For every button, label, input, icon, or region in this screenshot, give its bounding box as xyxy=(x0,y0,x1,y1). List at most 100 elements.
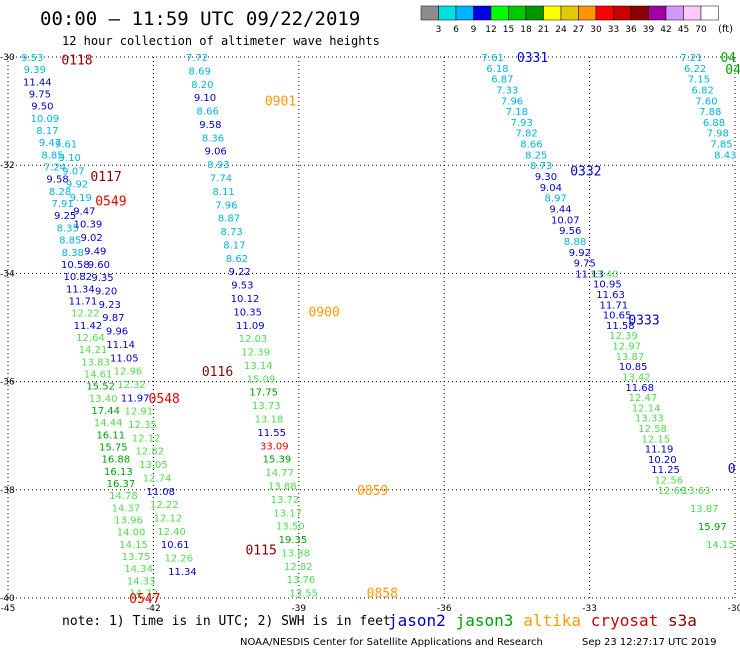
wave-height-value: 12.32 xyxy=(117,380,146,391)
wave-height-value: 12.35 xyxy=(128,420,157,431)
chart-title: 00:00 – 11:59 UTC 09/22/2019 xyxy=(40,8,360,30)
wave-height-value: 16.88 xyxy=(102,455,131,466)
wave-height-value: 9.87 xyxy=(102,313,124,324)
wave-height-value: 12.39 xyxy=(241,348,270,359)
wave-height-value: 8.35 xyxy=(57,223,79,234)
wave-height-values: 9.539.3911.449.759.5010.098.179.478.857.… xyxy=(21,53,736,600)
wave-height-value: 12.56 xyxy=(654,475,683,486)
wave-height-value: 11.71 xyxy=(69,296,98,307)
footer-note: note: 1) Time is in UTC; 2) SWH is in fe… xyxy=(62,614,391,629)
wave-height-value: 7.24 xyxy=(44,163,66,174)
colorbar-swatch xyxy=(700,5,719,21)
wave-height-value: 7.91 xyxy=(52,199,74,210)
colorbar-swatch xyxy=(455,5,474,21)
credit-line: NOAA/NESDIS Center for Satellite Applica… xyxy=(240,637,543,648)
x-tick-label: -45 xyxy=(1,604,16,614)
wave-height-value: 8.11 xyxy=(213,187,235,198)
wave-height-value: 14.15 xyxy=(706,540,735,551)
wave-height-value: 9.49 xyxy=(84,246,106,257)
wave-height-value: 15.09 xyxy=(247,374,276,385)
wave-height-value: 9.53 xyxy=(21,53,43,64)
wave-height-value: 13.88 xyxy=(268,481,297,492)
colorbar-swatch xyxy=(508,5,527,21)
wave-height-value: 13.18 xyxy=(255,415,284,426)
wave-height-value: 14.44 xyxy=(94,418,123,429)
wave-height-value: 7.33 xyxy=(496,85,518,96)
colorbar-tick-label: 30 xyxy=(590,25,602,35)
wave-height-value: 11.14 xyxy=(106,340,135,351)
x-tick-label: -42 xyxy=(146,604,161,614)
wave-height-value: 8.25 xyxy=(525,150,547,161)
colorbar-swatch xyxy=(473,5,492,21)
wave-height-value: 12.64 xyxy=(76,333,105,344)
wave-height-value: 14.00 xyxy=(117,528,146,539)
wave-height-value: 8.88 xyxy=(564,237,586,248)
pass-time-label: 0859 xyxy=(357,484,388,499)
legend-entry-s3a: s3a xyxy=(668,611,697,630)
colorbar-tick-label: 36 xyxy=(625,25,637,35)
wave-height-value: 6.18 xyxy=(486,64,508,75)
y-tick-label: -32 xyxy=(0,161,15,171)
y-tick-label: -40 xyxy=(0,594,15,604)
wave-height-value: 11.63 xyxy=(596,290,625,301)
wave-height-value: 14.33 xyxy=(127,576,156,587)
wave-height-value: 7.93 xyxy=(511,118,533,129)
pass-time-label: 0116 xyxy=(202,365,233,380)
wave-height-value: 9.44 xyxy=(549,204,571,215)
wave-height-value: 8.43 xyxy=(714,150,736,161)
wave-height-value: 9.35 xyxy=(91,273,113,284)
wave-height-value: 13.40 xyxy=(590,269,619,280)
wave-height-value: 9.25 xyxy=(54,211,76,222)
wave-height-value: 11.05 xyxy=(110,353,139,364)
pass-time-label: 04 xyxy=(725,63,740,78)
wave-height-value: 11.25 xyxy=(651,465,680,476)
wave-height-value: 13.73 xyxy=(252,401,281,412)
wave-height-value: 8.38 xyxy=(62,248,84,259)
wave-height-value: 10.95 xyxy=(593,280,622,291)
colorbar-unit: (ft) xyxy=(718,24,733,35)
wave-height-value: 7.72 xyxy=(186,53,208,64)
colorbar-swatch xyxy=(595,5,614,21)
wave-height-value: 6.22 xyxy=(684,64,706,75)
wave-height-value: 17.44 xyxy=(91,406,120,417)
pass-time-label: 0118 xyxy=(61,54,92,69)
x-tick-label: -33 xyxy=(582,604,597,614)
colorbar-tick-label: 45 xyxy=(678,25,689,35)
wave-height-value: 7.96 xyxy=(501,96,523,107)
wave-height-value: 12.82 xyxy=(284,562,313,573)
wave-height-value: 13.42 xyxy=(622,372,651,383)
wave-height-value: 8.97 xyxy=(545,194,567,205)
wave-height-value: 11.71 xyxy=(600,300,629,311)
wave-height-value: 9.10 xyxy=(194,93,216,104)
wave-height-value: 12.15 xyxy=(642,434,671,445)
pass-time-label: 0 xyxy=(728,462,736,477)
wave-height-value: 9.20 xyxy=(95,286,117,297)
wave-height-value: 13.17 xyxy=(273,508,302,519)
wave-height-value: 8.87 xyxy=(218,214,240,225)
wave-height-value: 13.75 xyxy=(122,552,151,563)
wave-height-value: 9.22 xyxy=(229,267,251,278)
wave-height-value: 12.39 xyxy=(609,331,638,342)
wave-height-value: 8.93 xyxy=(207,160,229,171)
pass-time-label: 0900 xyxy=(308,305,339,320)
pass-time-label: 0332 xyxy=(570,165,601,180)
colorbar-tick-label: 9 xyxy=(471,25,477,35)
colorbar-swatch xyxy=(525,5,544,21)
pass-time-label: 0547 xyxy=(129,592,160,607)
wave-height-value: 13.72 xyxy=(271,495,300,506)
wave-height-value: 7.82 xyxy=(515,129,537,140)
legend-entry-altika: altika xyxy=(523,611,581,630)
wave-height-value: 8.85 xyxy=(41,150,63,161)
pass-time-label: 04 xyxy=(720,51,736,66)
wave-height-value: 12.26 xyxy=(165,554,194,565)
pass-time-label: 0901 xyxy=(265,94,296,109)
pass-time-label: 0549 xyxy=(95,194,126,209)
colorbar-tick-label: 3 xyxy=(436,25,442,35)
wave-height-value: 12.82 xyxy=(135,447,164,458)
legend-entry-cryosat: cryosat xyxy=(591,611,658,630)
pass-time-label: 0115 xyxy=(245,543,276,558)
wave-height-value: 11.13 xyxy=(575,269,604,280)
wave-height-value: 7.15 xyxy=(688,75,710,86)
wave-height-value: 10.58 xyxy=(61,260,90,271)
